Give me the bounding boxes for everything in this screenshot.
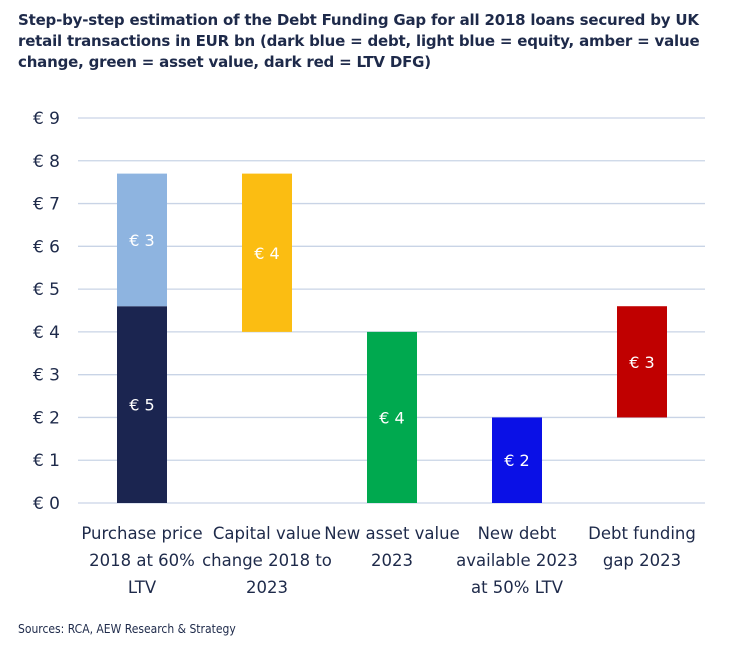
y-tick-label-0: € 0 <box>33 494 60 514</box>
x-axis-labels: Purchase price 2018 at 60% LTV Capital valu… <box>81 524 696 597</box>
data-label-2: € 4 <box>254 244 279 263</box>
x-category-label-0-line-2: LTV <box>128 578 157 597</box>
bar-segment-2 <box>242 173 292 332</box>
x-category-label-1-line-2: 2023 <box>246 578 288 597</box>
x-category-label-0-line-0: Purchase price <box>81 524 202 543</box>
bars: € 5 € 3 € 4 € 4 € 2 € 3 <box>117 173 667 503</box>
y-tick-label-9: € 9 <box>33 109 60 129</box>
data-label-5: € 3 <box>629 353 654 372</box>
x-category-label-1-line-0: Capital value <box>213 524 321 543</box>
y-tick-label-1: € 1 <box>33 451 60 471</box>
bar-segment-1 <box>117 173 167 307</box>
y-tick-label-2: € 2 <box>33 408 60 428</box>
x-category-label-3-line-0: New debt <box>478 524 557 543</box>
chart-title: Step-by-step estimation of the Debt Fund… <box>18 11 700 71</box>
y-tick-label-8: € 8 <box>33 152 60 172</box>
y-tick-label-4: € 4 <box>33 323 60 343</box>
y-tick-label-6: € 6 <box>33 237 60 257</box>
bar-segment-3 <box>367 331 417 503</box>
bar-segment-5 <box>617 306 667 418</box>
x-category-label-0-line-1: 2018 at 60% <box>89 551 195 570</box>
bar-segment-0 <box>117 306 167 503</box>
y-axis-labels: € 0 € 1 € 2 € 3 € 4 € 5 € 6 € 7 € 8 € 9 <box>33 109 60 514</box>
y-tick-label-3: € 3 <box>33 366 60 386</box>
x-category-label-2-line-0: New asset value <box>324 524 459 543</box>
data-label-1: € 3 <box>129 231 154 250</box>
x-category-label-1-line-1: change 2018 to <box>202 551 332 570</box>
data-label-4: € 2 <box>504 451 529 470</box>
data-label-3: € 4 <box>379 408 404 427</box>
x-category-label-3-line-2: at 50% LTV <box>471 578 564 597</box>
data-label-0: € 5 <box>129 396 154 415</box>
bar-segment-4 <box>492 417 542 503</box>
y-tick-label-5: € 5 <box>33 280 60 300</box>
x-category-label-4-line-0: Debt funding <box>588 524 696 543</box>
x-category-label-3-line-1: available 2023 <box>456 551 578 570</box>
y-tick-label-7: € 7 <box>33 195 60 215</box>
x-category-label-2-line-1: 2023 <box>371 551 413 570</box>
source-note: Sources: RCA, AEW Research & Strategy <box>18 622 236 636</box>
x-category-label-4-line-1: gap 2023 <box>603 551 681 570</box>
